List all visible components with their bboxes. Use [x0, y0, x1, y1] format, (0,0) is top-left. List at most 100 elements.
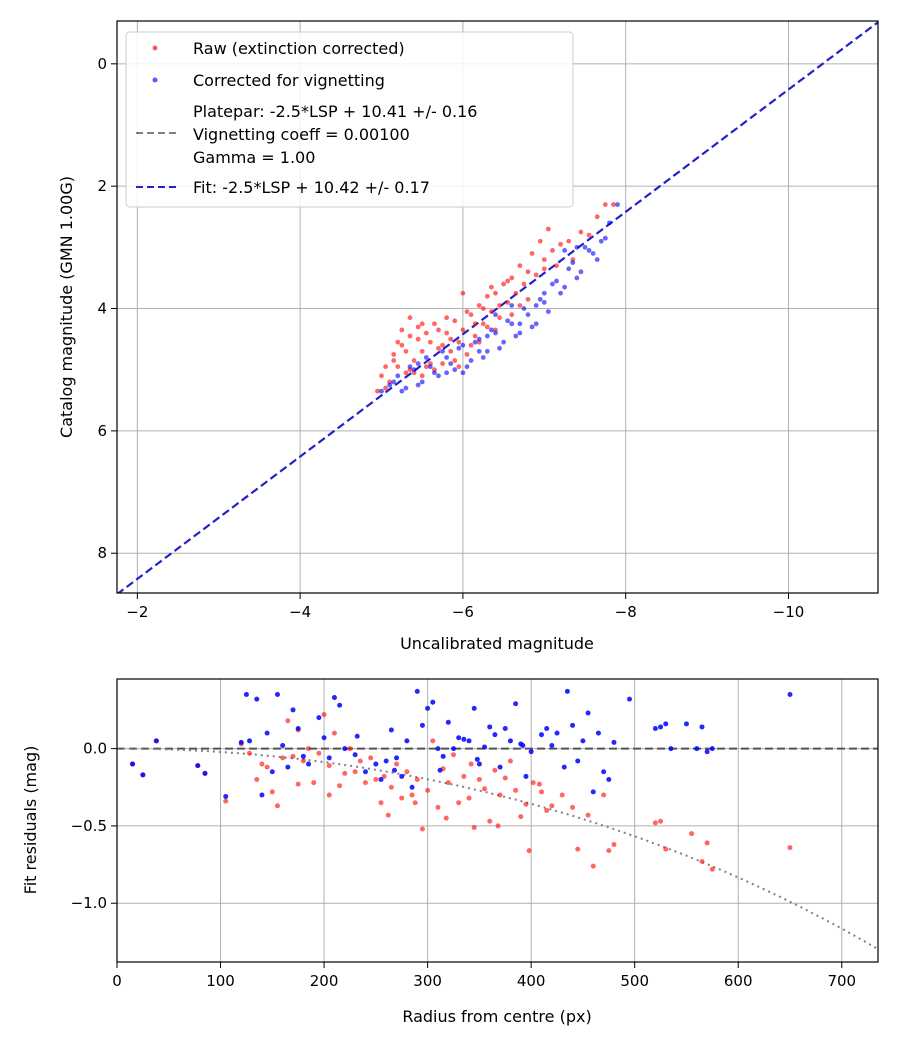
corrected-point — [437, 767, 443, 773]
corrected-point — [472, 339, 478, 345]
raw-point — [419, 373, 425, 379]
raw-point — [460, 290, 466, 296]
raw-point — [425, 787, 431, 793]
raw-point — [536, 781, 542, 787]
raw-point — [611, 841, 617, 847]
raw-point — [337, 783, 343, 789]
corrected-point — [414, 688, 420, 694]
bottom-y-axis-label: Fit residuals (mag) — [21, 746, 40, 895]
raw-point — [480, 321, 486, 327]
raw-point — [415, 324, 421, 330]
raw-point — [269, 789, 275, 795]
raw-point — [550, 248, 555, 253]
raw-point — [484, 324, 490, 330]
corrected-point — [533, 321, 539, 327]
raw-point — [488, 284, 494, 290]
raw-point — [663, 846, 669, 852]
raw-point — [476, 777, 482, 783]
corrected-point — [668, 746, 674, 752]
corrected-point — [316, 715, 322, 721]
raw-point — [539, 789, 545, 795]
raw-points-layer — [375, 202, 616, 394]
y-tick-label: 8 — [97, 544, 107, 562]
raw-point — [430, 738, 436, 744]
corrected-point — [425, 705, 431, 711]
corrected-point — [541, 290, 547, 296]
raw-point — [436, 345, 441, 351]
raw-point — [541, 266, 547, 272]
raw-point — [602, 202, 608, 207]
raw-point — [316, 750, 322, 756]
corrected-point — [480, 355, 486, 360]
legend-raw-label: Raw (extinction corrected) — [193, 39, 405, 58]
raw-point — [381, 773, 387, 779]
corrected-point — [264, 730, 270, 736]
corrected-point — [594, 257, 600, 262]
corrected-point — [269, 769, 275, 775]
corrected-point — [379, 388, 384, 394]
y-tick-label: 0 — [97, 55, 107, 73]
corrected-point — [694, 746, 700, 752]
raw-point — [518, 814, 524, 820]
corrected-point — [419, 722, 425, 728]
x-tick-label: 200 — [310, 972, 339, 990]
corrected-point — [709, 746, 715, 752]
corrected-point — [663, 721, 669, 727]
corrected-point — [456, 735, 462, 741]
raw-point — [321, 712, 327, 718]
corrected-point — [388, 727, 394, 733]
corrected-point — [474, 756, 480, 762]
corrected-point — [582, 244, 588, 250]
raw-point — [391, 358, 397, 363]
corrected-point — [290, 707, 296, 713]
x-tick-label: −10 — [773, 603, 805, 621]
x-tick-label: 400 — [517, 972, 546, 990]
raw-point — [362, 780, 368, 786]
corrected-point — [195, 763, 201, 769]
corrected-point — [306, 761, 312, 767]
raw-residuals-layer — [130, 712, 793, 872]
corrected-point — [436, 373, 441, 379]
corrected-point — [704, 749, 710, 755]
raw-point — [352, 769, 358, 775]
corrected-point — [585, 710, 591, 716]
raw-point — [456, 800, 462, 806]
raw-point — [525, 296, 531, 302]
raw-point — [403, 370, 409, 376]
raw-point — [530, 780, 536, 786]
raw-point — [411, 358, 417, 363]
legend-corrected-marker — [152, 77, 158, 83]
corrected-point — [140, 772, 146, 778]
corrected-point — [130, 761, 136, 767]
raw-point — [419, 826, 425, 832]
corrected-point — [415, 382, 421, 388]
corrected-point — [513, 701, 519, 707]
raw-point — [505, 300, 511, 305]
raw-point — [445, 780, 451, 786]
corrected-point — [580, 738, 586, 744]
corrected-point — [602, 235, 608, 241]
raw-point — [383, 364, 388, 370]
corrected-point — [407, 364, 413, 370]
raw-point — [247, 750, 253, 756]
corrected-point — [378, 777, 384, 783]
corrected-point — [391, 379, 397, 385]
raw-point — [464, 309, 470, 314]
corrected-point — [529, 324, 535, 330]
corrected-point — [537, 296, 543, 302]
raw-point — [611, 202, 616, 207]
x-tick-label: −6 — [452, 603, 474, 621]
corrected-point — [387, 382, 393, 388]
raw-point — [414, 777, 420, 783]
raw-point — [379, 373, 384, 379]
corrected-point — [501, 339, 507, 345]
corrected-point — [561, 764, 567, 770]
raw-point — [505, 278, 511, 284]
corrected-point — [528, 749, 534, 755]
legend-vignetting-label: Vignetting coeff = 0.00100 — [193, 125, 410, 144]
x-tick-label: −8 — [615, 603, 637, 621]
legend-platepar-label: Platepar: -2.5*LSP + 10.41 +/- 0.16 — [193, 102, 477, 121]
raw-point — [435, 804, 441, 810]
raw-point — [383, 385, 388, 391]
corrected-point — [440, 348, 445, 354]
